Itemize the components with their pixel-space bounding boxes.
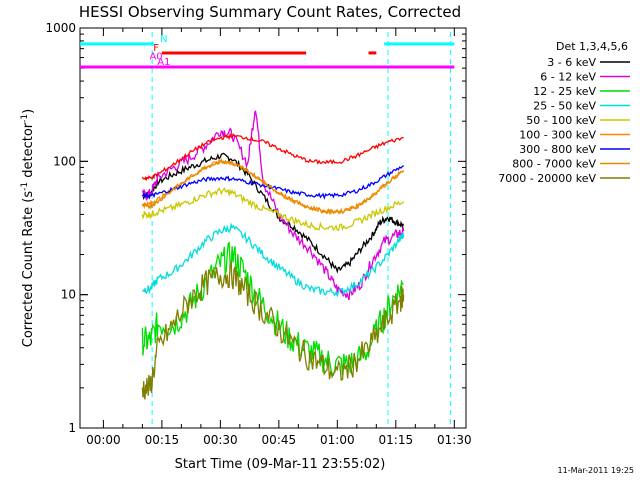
status-label-n: N — [160, 34, 167, 45]
legend-label: 3 - 6 keV — [547, 56, 596, 69]
y-tick-label: 100 — [53, 154, 76, 168]
legend-label: 25 - 50 keV — [533, 100, 596, 113]
y-axis-label-part2: detector — [21, 122, 36, 182]
x-tick-label: 00:45 — [262, 433, 297, 447]
legend-label: 50 - 100 keV — [526, 114, 596, 127]
y-tick-label: 10 — [61, 288, 76, 302]
chart-title: HESSI Observing Summary Count Rates, Cor… — [79, 3, 461, 21]
y-axis-label-sup2: -1 — [20, 114, 30, 123]
x-tick-label: 01:00 — [320, 433, 355, 447]
status-label-f: F — [153, 43, 159, 54]
status-label-a1: A1 — [157, 57, 170, 68]
plot-frame — [79, 27, 467, 429]
series-line-9 — [141, 261, 405, 400]
legend-label: 300 - 800 keV — [519, 143, 596, 156]
legend-label: 6 - 12 keV — [540, 71, 596, 84]
legend-title: Det 1,3,4,5,6 — [556, 40, 628, 53]
plot-area: 1 10 100 1000 00:00 00:15 00:30 00:45 01:00 01:15… — [45, 21, 471, 447]
y-axis-label: Corrected Count Rate (s-1 detector-1) — [20, 109, 36, 347]
legend-label: 12 - 25 keV — [533, 85, 596, 98]
x-tick-label: 01:30 — [437, 433, 472, 447]
series-line-4 — [142, 222, 405, 298]
y-axis-label-part1: Corrected Count Rate (s — [21, 191, 36, 348]
series-line-8 — [141, 158, 404, 215]
x-tick-label: 01:15 — [379, 433, 414, 447]
x-tick-label: 00:00 — [86, 433, 121, 447]
footer-timestamp: 11-Mar-2011 19:25 — [558, 466, 635, 475]
y-tick-label: 1000 — [45, 21, 76, 35]
legend-label: 100 - 300 keV — [519, 129, 596, 142]
y-tick-label: 1 — [68, 421, 76, 435]
x-tick-label: 00:30 — [203, 433, 238, 447]
legend-label: 800 - 7000 keV — [512, 158, 596, 171]
series-line-red — [141, 132, 404, 182]
x-tick-label: 00:15 — [145, 433, 180, 447]
status-label-a0: A0 — [149, 52, 162, 63]
series-line-2 — [141, 110, 405, 301]
legend-label: 7000 - 20000 keV — [498, 172, 596, 185]
y-axis-label-sup1: -1 — [20, 182, 30, 191]
x-axis-label: Start Time (09-Mar-11 23:55:02) — [175, 457, 386, 472]
y-axis-label-part3: ) — [21, 109, 36, 114]
series-line-5 — [141, 187, 405, 232]
